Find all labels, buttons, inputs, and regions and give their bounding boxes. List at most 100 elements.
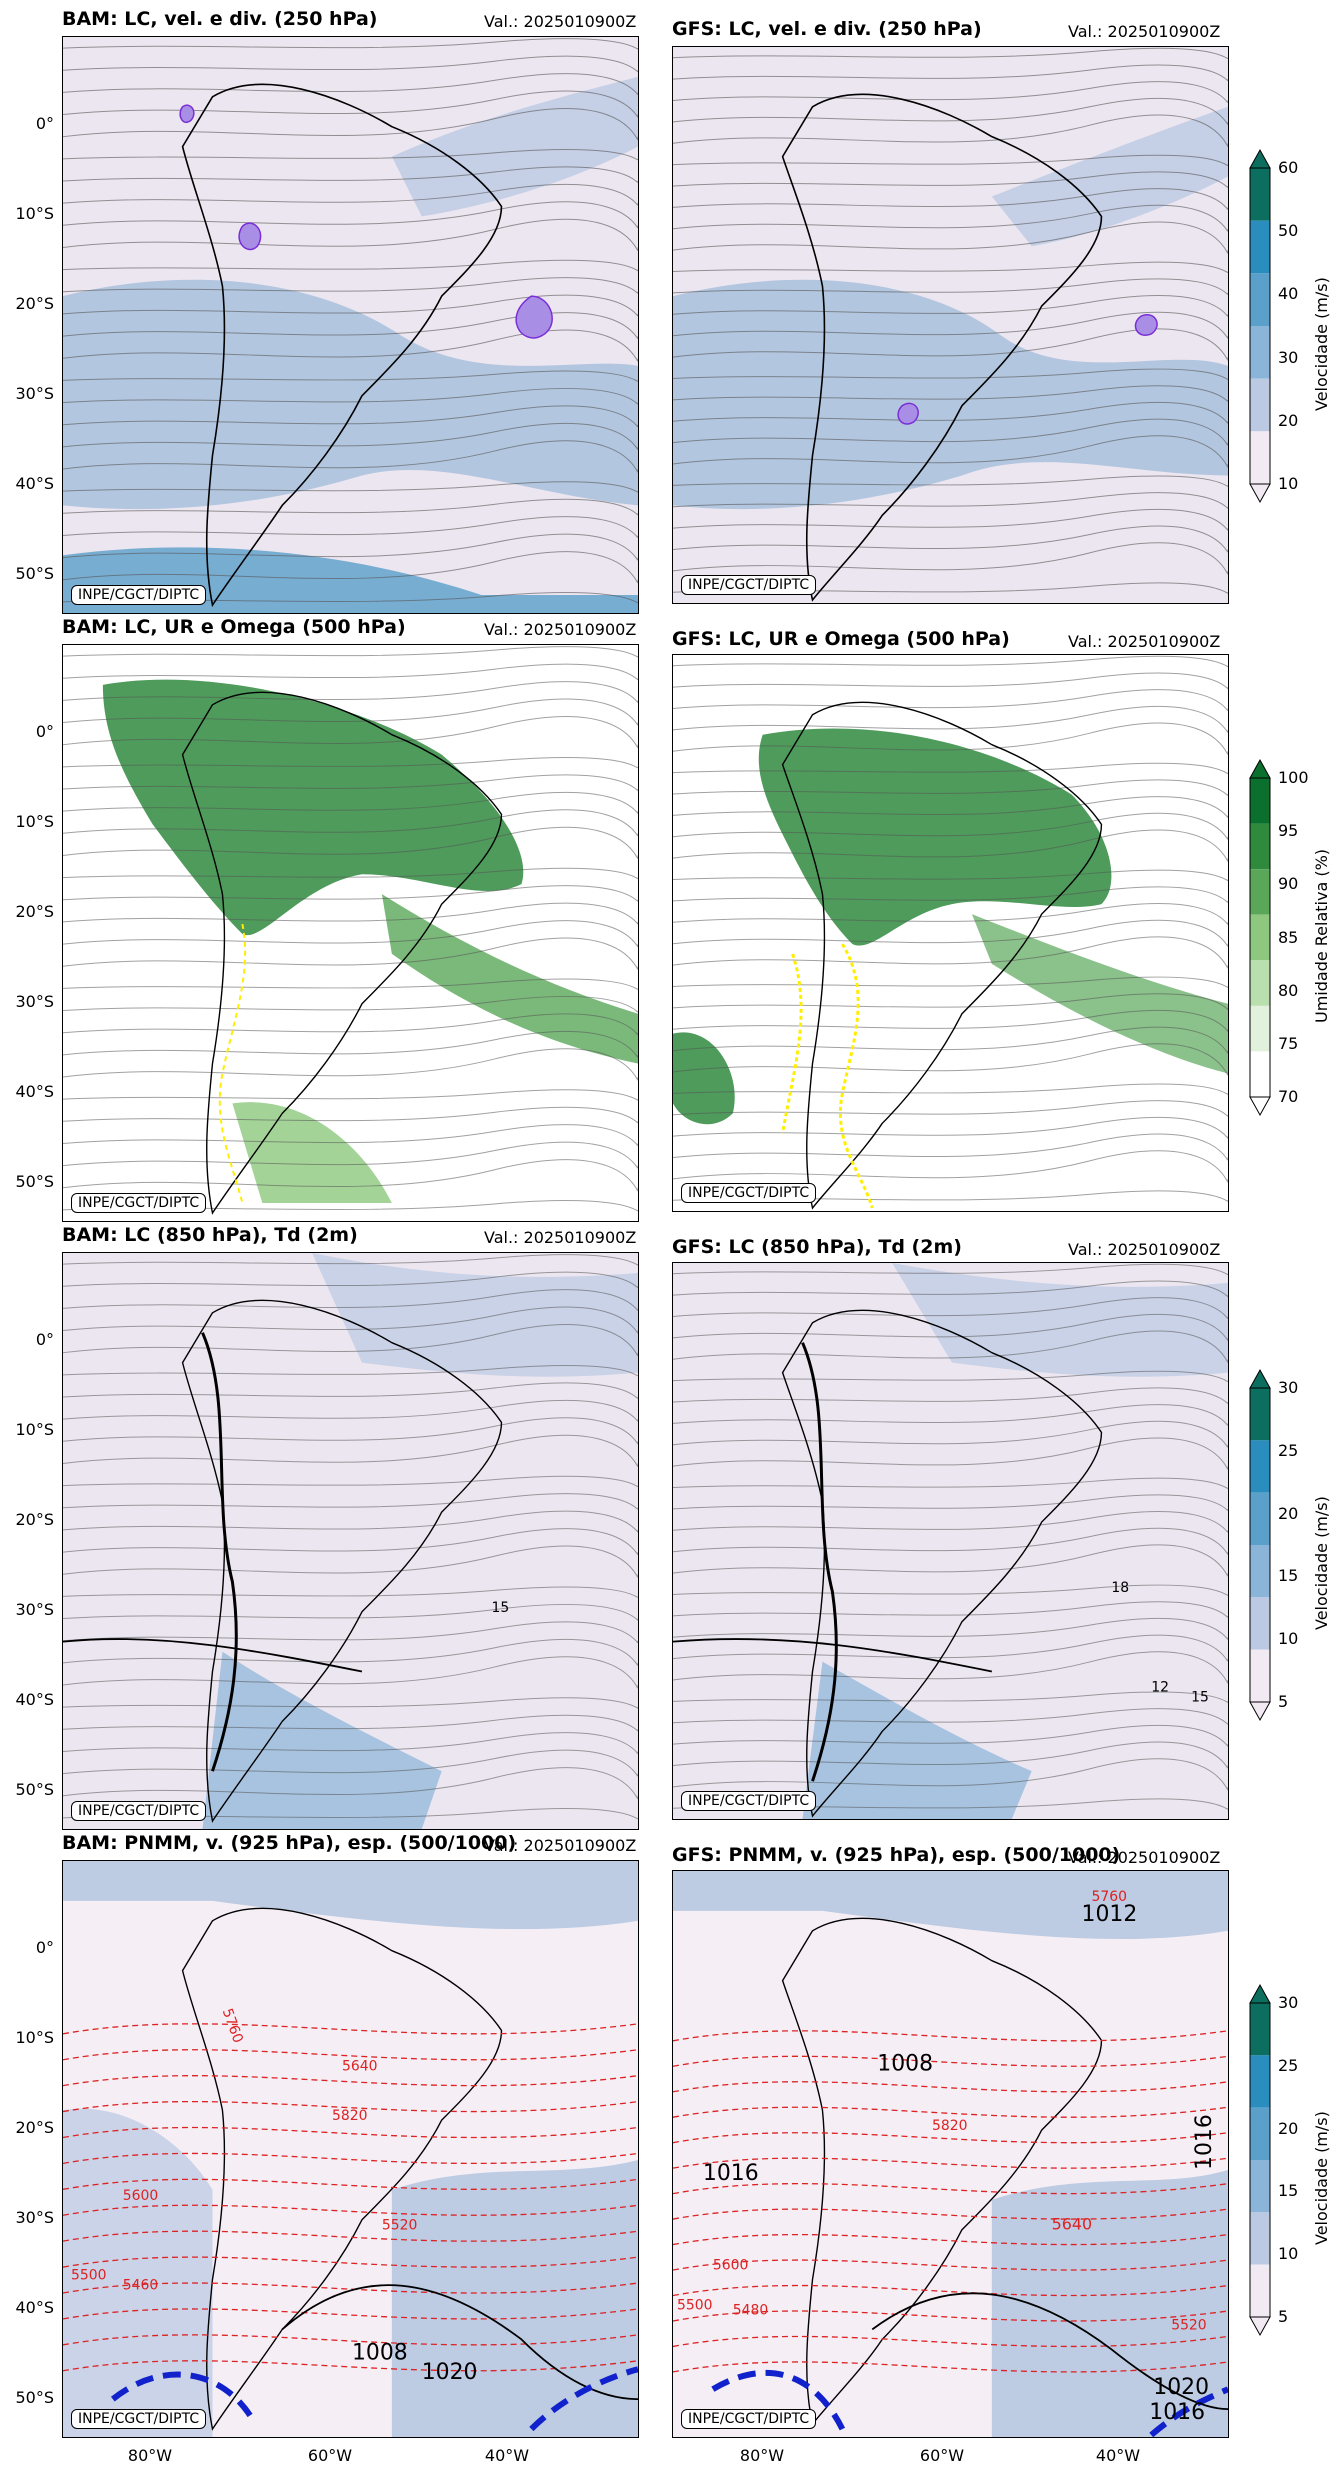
colorbar-tick-label: 25 xyxy=(1278,2055,1299,2075)
streamline xyxy=(673,1741,1228,1769)
streamline xyxy=(63,1030,638,1058)
streamline xyxy=(63,516,638,538)
omega-contour xyxy=(781,953,803,1134)
streamline xyxy=(673,475,1228,487)
streamline xyxy=(673,204,1228,232)
longitude-tick-label: 60°W xyxy=(307,2446,353,2465)
contour-label: 1020 xyxy=(1153,2375,1209,2400)
isohypse-contour xyxy=(673,2183,1228,2195)
map-bam-250hpa: INPE/CGCT/DIPTC xyxy=(62,36,639,614)
dewpoint-contour xyxy=(801,1342,838,1782)
latitude-tick-label: 40°S xyxy=(15,474,54,493)
continent-outline xyxy=(781,93,1103,602)
longitude-tick-label: 40°W xyxy=(1095,2446,1141,2465)
contour-label: 5820 xyxy=(932,2118,967,2134)
streamline xyxy=(63,551,638,584)
colorbar-segment xyxy=(1250,2160,1270,2213)
streamline xyxy=(673,1330,1228,1363)
isohypse-contour xyxy=(63,2230,638,2242)
contour-label: 5600 xyxy=(123,2188,158,2204)
isohypse-contour xyxy=(673,2259,1228,2271)
latitude-tick-label: 40°S xyxy=(15,1082,54,1101)
streamline xyxy=(63,1493,638,1510)
streamline xyxy=(63,1141,638,1169)
streamline xyxy=(63,38,638,50)
streamline xyxy=(63,1656,638,1689)
map-graphic xyxy=(63,645,638,1221)
streamline xyxy=(63,809,638,837)
colorbar-extend-min xyxy=(1249,1701,1271,1722)
contour-label: 5500 xyxy=(71,2268,106,2284)
streamline xyxy=(63,405,638,428)
streamline xyxy=(673,81,1228,103)
latitude-tick-label: 20°S xyxy=(15,294,54,313)
divergence-contour xyxy=(515,295,553,339)
isohypse-contour xyxy=(63,2100,638,2113)
contour-label: 5520 xyxy=(382,2218,417,2234)
colorbar-extend-min xyxy=(1249,1096,1271,1117)
colorbar-segment xyxy=(1250,1492,1270,1545)
streamline xyxy=(673,869,1228,881)
isohypse-contour xyxy=(63,2023,638,2035)
credit-label: INPE/CGCT/DIPTC xyxy=(71,1193,207,1213)
streamline xyxy=(63,1271,638,1289)
streamline xyxy=(63,937,638,970)
wind-area xyxy=(312,1253,638,1377)
wind-area xyxy=(391,2159,638,2437)
streamline xyxy=(673,492,1228,509)
colorbar-segment xyxy=(1250,431,1270,484)
map-gfs-850hpa: 18 15 12 INPE/CGCT/DIPTC xyxy=(672,1262,1229,1820)
latitude-tick-label: 50°S xyxy=(15,564,54,583)
latitude-tick-label: 20°S xyxy=(15,2118,54,2137)
contour-label: 5500 xyxy=(677,2297,712,2313)
contour-label: 12 xyxy=(1151,1679,1169,1695)
streamline xyxy=(673,796,1228,818)
humidity-area xyxy=(381,894,638,1064)
streamline xyxy=(673,1133,1228,1161)
latitude-tick-label: 10°S xyxy=(15,812,54,831)
streamline xyxy=(63,370,638,382)
streamline xyxy=(673,1313,1228,1341)
isohypse-contour xyxy=(63,2204,638,2216)
colorbar-extend-min xyxy=(1249,2316,1271,2337)
streamline xyxy=(673,1009,1228,1032)
isohypse-contour xyxy=(63,2075,638,2087)
streamline xyxy=(673,542,1228,575)
map-graphic xyxy=(63,37,638,613)
streamline xyxy=(63,1697,638,1709)
streamline xyxy=(673,812,1228,840)
valid-time: Val.: 2025010900Z xyxy=(1068,22,1221,41)
streamline xyxy=(63,978,638,990)
omega-contour xyxy=(218,923,246,1204)
continent-outline xyxy=(181,1907,503,2431)
isohypse-contour xyxy=(63,2308,638,2320)
credit-label: INPE/CGCT/DIPTC xyxy=(71,2409,207,2429)
colorbar: 30 25 20 15 10 5 Velocidade (m/s) xyxy=(1249,1368,1331,1722)
streamline xyxy=(63,826,638,859)
streamline xyxy=(673,1477,1228,1489)
colorbar-segment xyxy=(1250,869,1270,915)
streamline xyxy=(63,312,638,339)
streamline xyxy=(63,1089,638,1101)
omega-contour xyxy=(838,943,874,1209)
contour-label: 15 xyxy=(492,1600,510,1616)
humidity-area xyxy=(673,1032,735,1125)
longitude-tick-label: 40°W xyxy=(484,2446,530,2465)
streamline xyxy=(673,278,1228,295)
latitude-tick-label: 40°S xyxy=(15,1690,54,1709)
streamline xyxy=(673,295,1228,317)
latitude-tick-label: 30°S xyxy=(15,2208,54,2227)
streamline xyxy=(673,1601,1228,1618)
map-graphic xyxy=(673,47,1228,603)
streamline xyxy=(673,171,1228,188)
continent-outline xyxy=(181,83,503,608)
streamline xyxy=(63,1324,638,1357)
map-bam-850hpa: 15 INPE/CGCT/DIPTC xyxy=(62,1252,639,1830)
map-graphic xyxy=(673,655,1228,1211)
streamline xyxy=(673,886,1228,903)
panel-title: BAM: PNMM, v. (925 hPa), esp. (500/1000) xyxy=(62,1832,517,1854)
streamline xyxy=(673,1527,1228,1555)
contour-label: 5600 xyxy=(713,2258,748,2274)
streamline xyxy=(63,1399,638,1422)
streamline xyxy=(673,672,1228,689)
